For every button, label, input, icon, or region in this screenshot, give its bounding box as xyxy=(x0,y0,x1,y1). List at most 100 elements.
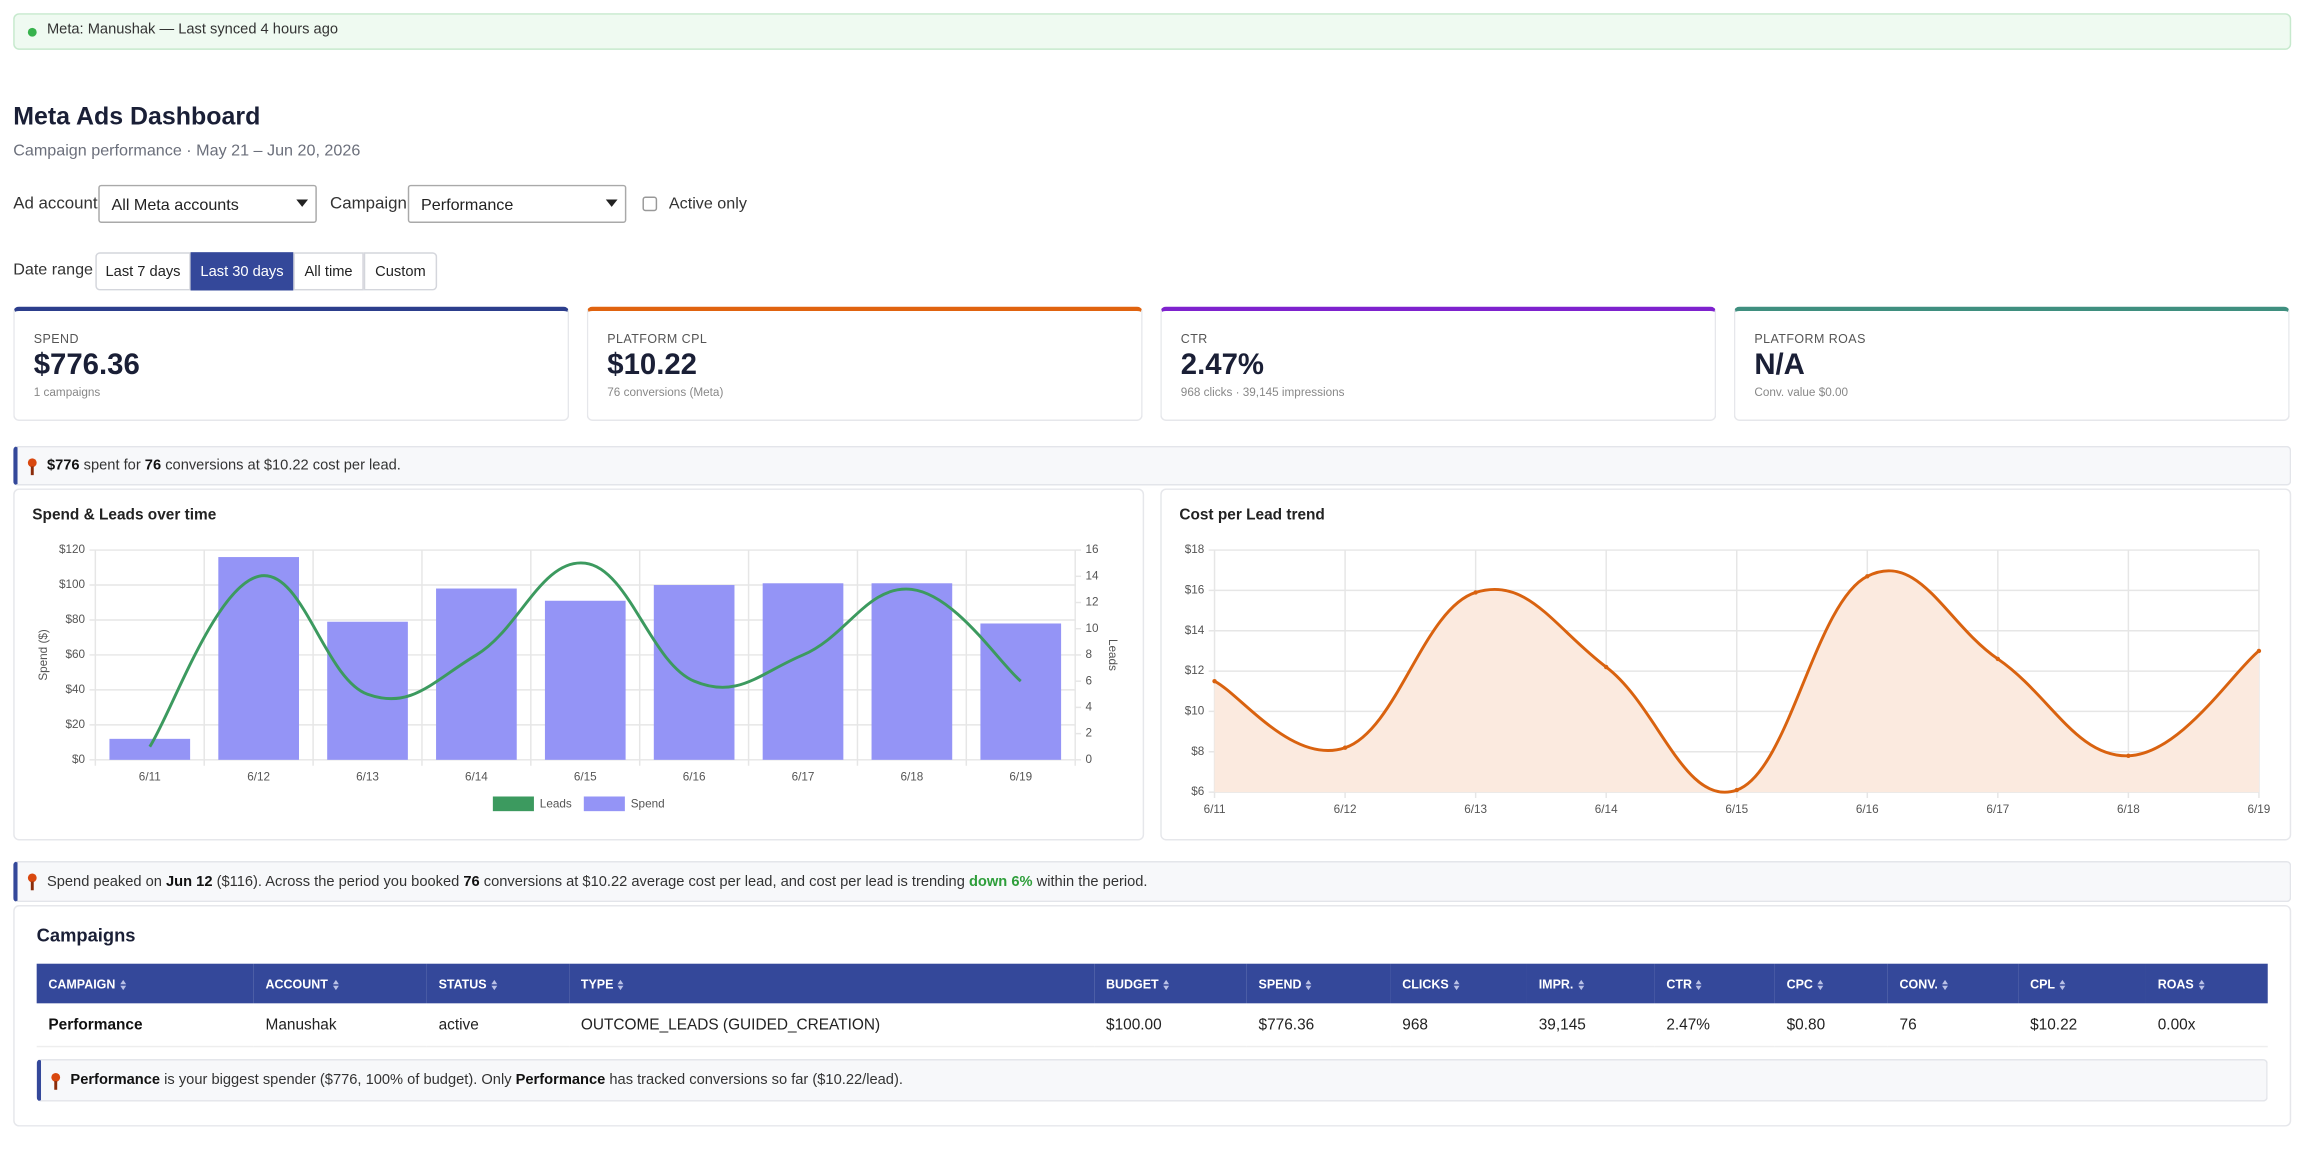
table-cell: $100.00 xyxy=(1094,1003,1247,1048)
kpi-label: Platform CPL xyxy=(607,331,708,347)
point xyxy=(1603,664,1609,670)
column-header[interactable]: TYPE xyxy=(569,963,1095,1004)
point xyxy=(2256,648,2262,654)
date-range-button[interactable]: Last 30 days xyxy=(190,252,294,291)
insight-text: is your biggest spender ($776, 100% of b… xyxy=(160,1072,516,1089)
table-cell: active xyxy=(426,1003,570,1048)
y2-axis-title: Leads xyxy=(1106,639,1119,671)
insight-bar: Performance is your biggest spender ($77… xyxy=(36,1059,2268,1102)
y-tick-label: $100 xyxy=(59,578,86,591)
legend-label: Spend xyxy=(631,798,665,811)
sort-icon xyxy=(1453,979,1463,990)
column-header[interactable]: CONV. xyxy=(1887,963,2019,1004)
x-tick-label: 6/14 xyxy=(1595,803,1618,816)
table-title: Campaigns xyxy=(36,925,136,947)
column-header[interactable]: IMPR. xyxy=(1526,963,1655,1004)
select[interactable]: All Meta accounts xyxy=(98,184,317,223)
column-header-text: STATUS xyxy=(438,976,487,991)
bar xyxy=(762,583,844,760)
icon-stem xyxy=(54,1080,58,1090)
column-header[interactable]: CTR xyxy=(1654,963,1775,1004)
insight-icon xyxy=(51,1072,61,1090)
status-dot xyxy=(27,27,37,37)
table-cell: $776.36 xyxy=(1246,1003,1391,1048)
column-header-text: CTR xyxy=(1666,976,1692,991)
y2-tick-label: 16 xyxy=(1085,543,1098,556)
legend-swatch xyxy=(583,796,625,812)
kpi-sub: 76 conversions (Meta) xyxy=(607,385,724,399)
x-tick-label: 6/11 xyxy=(1204,803,1226,816)
select[interactable]: Performance xyxy=(407,184,627,223)
y-tick-label: $0 xyxy=(72,753,86,766)
kpi-card: Platform ROAS N/A Conv. value $0.00 xyxy=(1733,306,2290,421)
bar xyxy=(109,738,191,760)
filter-label: Date range xyxy=(13,261,94,279)
legend-swatch xyxy=(492,796,534,812)
column-header[interactable]: CPC xyxy=(1774,963,1888,1004)
table-row: Performance Manushak active OUTCOME_LEADS (… xyxy=(36,1003,2268,1048)
insight-text: within the period. xyxy=(1032,873,1148,890)
point xyxy=(1473,590,1478,595)
page-subtitle: Campaign performance · May 21 – Jun 20, … xyxy=(13,142,361,160)
checkbox-label: Active only xyxy=(668,195,747,213)
insight-text: spent for xyxy=(79,457,145,474)
insight-text: down 6% xyxy=(968,873,1033,890)
table-cell: 2.47% xyxy=(1654,1003,1775,1048)
column-header[interactable]: CAMPAIGN xyxy=(36,963,254,1004)
x-tick-label: 6/19 xyxy=(2248,803,2271,816)
column-header[interactable]: STATUS xyxy=(426,963,570,1004)
kpi-sub: Conv. value $0.00 xyxy=(1754,385,1849,399)
insight-text: ($116). Across the period you booked xyxy=(212,873,464,890)
x-tick-label: 6/16 xyxy=(683,771,706,784)
y2-tick-label: 10 xyxy=(1085,622,1099,635)
table-cell: Manushak xyxy=(253,1003,427,1048)
date-range-text: All time xyxy=(304,263,353,280)
y2-tick-label: 4 xyxy=(1085,700,1092,713)
x-tick-label: 6/15 xyxy=(1725,803,1748,816)
x-tick-label: 6/19 xyxy=(1009,771,1032,784)
y2-tick-label: 12 xyxy=(1085,596,1098,609)
sort-icon xyxy=(1696,979,1706,990)
date-range-button[interactable]: Last 7 days xyxy=(95,252,191,291)
column-header[interactable]: SPEND xyxy=(1246,963,1391,1004)
kpi-value: N/A xyxy=(1754,349,1805,382)
kpi-sub: 968 clicks · 39,145 impressions xyxy=(1180,385,1345,399)
insight-bar: Spend peaked on Jun 12 ($116). Across th… xyxy=(13,861,2292,903)
checkbox[interactable] xyxy=(642,196,658,212)
column-header[interactable]: BUDGET xyxy=(1094,963,1247,1004)
x-tick-label: 6/18 xyxy=(900,771,923,784)
kpi-value: $776.36 xyxy=(33,349,140,382)
column-header[interactable]: ACCOUNT xyxy=(253,963,427,1004)
y-axis-title: Spend ($) xyxy=(37,629,50,681)
y-tick-label: $120 xyxy=(59,543,86,556)
bar xyxy=(653,585,735,760)
bar xyxy=(871,583,953,760)
y2-tick-label: 8 xyxy=(1085,648,1092,661)
x-tick-label: 6/17 xyxy=(792,771,815,784)
insight-icon xyxy=(27,457,37,475)
column-header[interactable]: CPL xyxy=(2018,963,2146,1004)
select-caret xyxy=(605,199,618,212)
x-tick-label: 6/12 xyxy=(1334,803,1357,816)
date-range-button[interactable]: All time xyxy=(293,252,364,291)
column-header[interactable]: ROAS xyxy=(2145,963,2268,1004)
insight-text: conversions at $10.22 cost per lead. xyxy=(161,457,401,474)
filter-label: Campaign xyxy=(330,195,407,213)
point xyxy=(1342,745,1348,750)
kpi-value: $10.22 xyxy=(607,349,698,382)
kpi-card: CTR 2.47% 968 clicks · 39,145 impressions xyxy=(1160,306,1717,421)
date-range-text: Last 30 days xyxy=(200,263,284,280)
x-tick-label: 6/16 xyxy=(1856,803,1879,816)
chart-title: Spend & Leads over time xyxy=(32,506,217,524)
line xyxy=(148,561,1022,748)
bar xyxy=(218,557,299,760)
icon-bulb xyxy=(27,457,37,467)
column-header[interactable]: CLICKS xyxy=(1390,963,1527,1004)
column-header-text: SPEND xyxy=(1258,976,1302,991)
date-range-button[interactable]: Custom xyxy=(363,252,438,291)
kpi-label: Platform ROAS xyxy=(1754,331,1866,347)
x-tick-label: 6/18 xyxy=(2117,803,2140,816)
insight-text: Spend peaked on xyxy=(46,873,167,890)
